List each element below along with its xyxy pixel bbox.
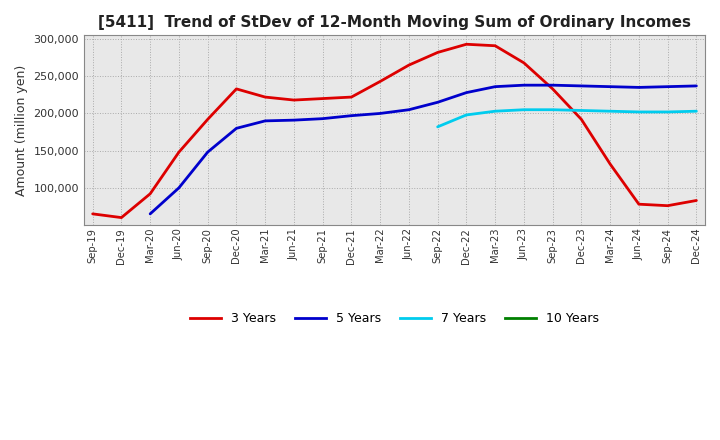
3 Years — [692, 198, 701, 203]
3 Years — [549, 86, 557, 92]
Line: 5 Years: 5 Years — [150, 85, 696, 214]
5 Years — [203, 150, 212, 155]
Line: 7 Years: 7 Years — [438, 110, 696, 127]
5 Years — [261, 118, 269, 124]
3 Years — [261, 95, 269, 100]
5 Years — [577, 83, 585, 88]
3 Years — [520, 60, 528, 66]
5 Years — [462, 90, 471, 95]
5 Years — [634, 85, 643, 90]
5 Years — [692, 83, 701, 88]
5 Years — [663, 84, 672, 89]
5 Years — [491, 84, 500, 89]
5 Years — [347, 113, 356, 118]
3 Years — [347, 95, 356, 100]
3 Years — [203, 117, 212, 122]
5 Years — [433, 99, 442, 105]
7 Years — [433, 124, 442, 129]
Y-axis label: Amount (million yen): Amount (million yen) — [15, 65, 28, 196]
3 Years — [405, 62, 413, 68]
3 Years — [462, 42, 471, 47]
3 Years — [491, 43, 500, 48]
5 Years — [289, 117, 298, 123]
3 Years — [577, 117, 585, 122]
5 Years — [174, 185, 183, 191]
3 Years — [289, 97, 298, 103]
3 Years — [89, 211, 97, 216]
3 Years — [232, 86, 240, 92]
7 Years — [549, 107, 557, 112]
5 Years — [376, 111, 384, 116]
3 Years — [174, 150, 183, 155]
5 Years — [146, 211, 155, 216]
3 Years — [663, 203, 672, 208]
Legend: 3 Years, 5 Years, 7 Years, 10 Years: 3 Years, 5 Years, 7 Years, 10 Years — [185, 307, 604, 330]
5 Years — [520, 83, 528, 88]
3 Years — [146, 191, 155, 196]
7 Years — [491, 109, 500, 114]
5 Years — [549, 83, 557, 88]
7 Years — [692, 109, 701, 114]
3 Years — [606, 161, 614, 167]
Title: [5411]  Trend of StDev of 12-Month Moving Sum of Ordinary Incomes: [5411] Trend of StDev of 12-Month Moving… — [98, 15, 691, 30]
7 Years — [663, 109, 672, 114]
3 Years — [318, 96, 327, 101]
7 Years — [520, 107, 528, 112]
3 Years — [634, 202, 643, 207]
Line: 3 Years: 3 Years — [93, 44, 696, 218]
7 Years — [462, 112, 471, 117]
5 Years — [606, 84, 614, 89]
5 Years — [405, 107, 413, 112]
5 Years — [318, 116, 327, 121]
7 Years — [606, 109, 614, 114]
3 Years — [376, 79, 384, 84]
7 Years — [634, 109, 643, 114]
3 Years — [433, 50, 442, 55]
7 Years — [577, 108, 585, 113]
5 Years — [232, 126, 240, 131]
3 Years — [117, 215, 126, 220]
